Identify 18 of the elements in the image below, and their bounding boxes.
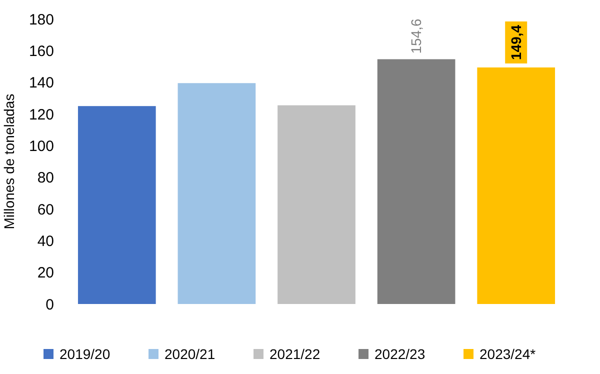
y-tick-label: 60 — [37, 201, 54, 218]
legend-label: 2019/20 — [60, 346, 110, 362]
data-label: 149,4 — [508, 24, 524, 60]
legend-label: 2020/21 — [164, 346, 216, 362]
legend-label: 2023/24* — [480, 346, 536, 362]
y-tick-label: 20 — [37, 264, 54, 282]
y-tick-label: 80 — [37, 170, 54, 187]
legend-label: 2022/23 — [374, 346, 426, 362]
y-tick-label: 140 — [28, 74, 54, 92]
y-tick-label: 180 — [28, 11, 54, 28]
y-tick-label: 100 — [28, 138, 54, 155]
y-tick-label: 40 — [37, 232, 54, 250]
y-axis-title: Millones de toneladas — [1, 94, 17, 230]
legend-label: 2021/22 — [270, 346, 320, 362]
y-tick-label: 120 — [28, 106, 54, 124]
y-tick-label: 160 — [28, 42, 54, 60]
y-tick-label: 0 — [46, 296, 54, 314]
data-label: 154,6 — [408, 18, 424, 54]
